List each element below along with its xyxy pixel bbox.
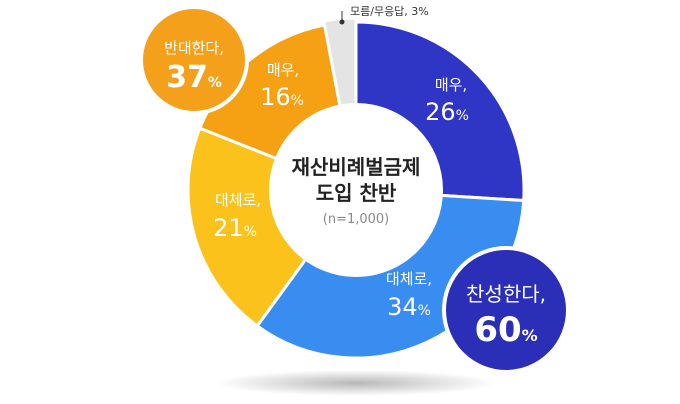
chart-subtitle: (n=1,000) <box>323 212 390 227</box>
slice-value-1: 34% <box>387 293 431 321</box>
slice-value-1-number: 34 <box>387 293 418 321</box>
chart-shadow <box>216 370 496 396</box>
slice-value-0: 26% <box>425 98 469 126</box>
favor-group-label: 찬성한다, <box>466 282 546 306</box>
favor-group-unit: % <box>522 326 538 345</box>
oppose-group-number: 37 <box>166 60 208 95</box>
slice-value-2-unit: % <box>244 224 257 240</box>
slice-label-0: 매우, <box>435 76 467 94</box>
slice-value-1-unit: % <box>418 303 431 319</box>
other-note-dot <box>339 19 345 25</box>
favor-group-bubble <box>442 246 570 374</box>
oppose-group-bubble <box>139 5 249 115</box>
slice-label-2: 대체로, <box>215 191 261 209</box>
slice-value-0-unit: % <box>456 108 469 124</box>
oppose-group-unit: % <box>208 75 222 91</box>
slice-value-0-number: 26 <box>425 98 456 126</box>
other-note-text: 모름/무응답, 3% <box>350 5 429 18</box>
slice-value-3-unit: % <box>291 93 304 109</box>
favor-group-value: 60% <box>474 310 537 350</box>
slice-label-1: 대체로, <box>386 270 432 288</box>
slice-value-2: 21% <box>213 214 257 242</box>
oppose-group-value: 37% <box>166 60 222 95</box>
chart-title-line-1: 재산비례벌금제 <box>292 155 421 179</box>
slice-value-2-number: 21 <box>213 214 244 242</box>
oppose-group-label: 반대한다, <box>164 39 224 57</box>
slice-label-3: 매우, <box>267 61 299 79</box>
slice-value-3: 16% <box>260 83 304 111</box>
chart-title-line-2: 도입 찬반 <box>316 181 397 205</box>
slice-value-3-number: 16 <box>260 83 291 111</box>
donut-hole <box>269 103 443 277</box>
favor-group-number: 60 <box>474 310 521 350</box>
